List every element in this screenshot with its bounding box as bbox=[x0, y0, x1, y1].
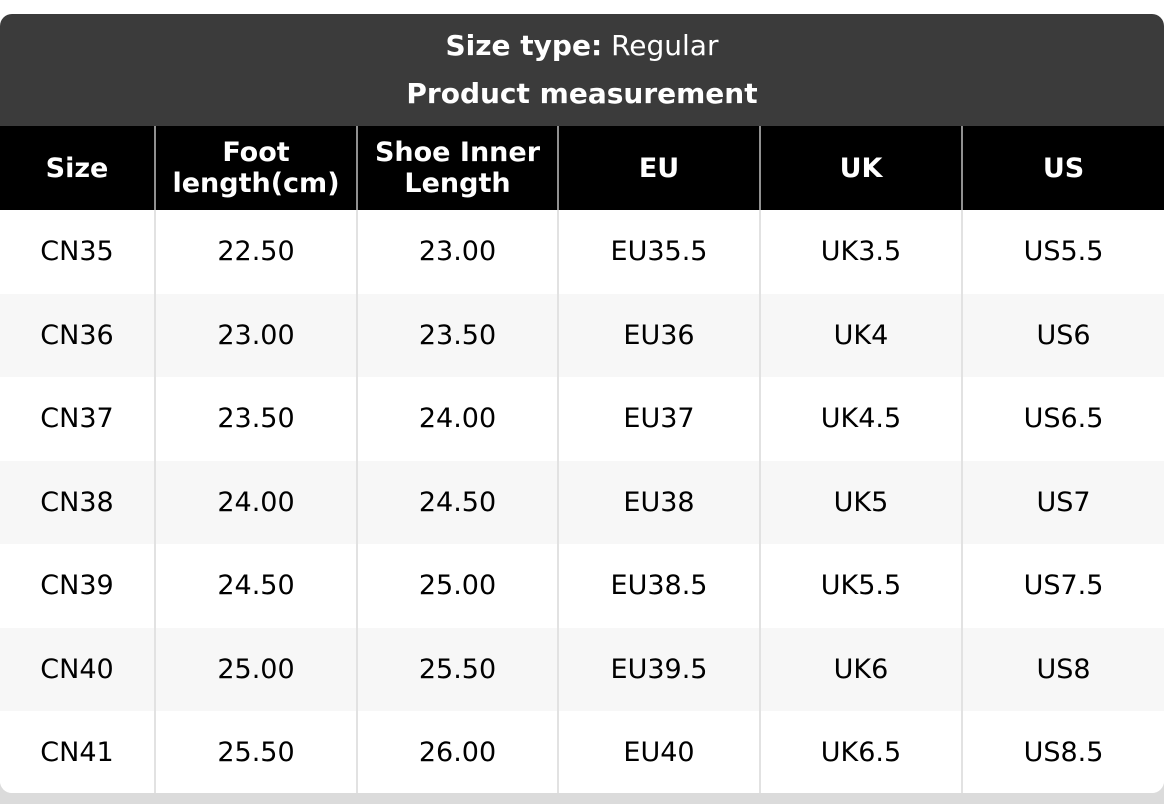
table-cell: US8 bbox=[961, 627, 1164, 711]
table-cell: US8.5 bbox=[961, 711, 1164, 793]
table-cell: US7 bbox=[961, 460, 1164, 544]
table-cell: UK4.5 bbox=[759, 377, 962, 461]
table-cell: CN37 bbox=[0, 377, 155, 461]
table-cell: 24.50 bbox=[356, 460, 558, 544]
table-row: CN39 24.50 25.00 EU38.5 UK5.5 US7.5 bbox=[0, 544, 1164, 628]
table-cell: 23.00 bbox=[356, 210, 558, 294]
column-header-foot-length: Foot length(cm) bbox=[154, 126, 357, 210]
table-row: CN36 23.00 23.50 EU36 UK4 US6 bbox=[0, 293, 1164, 377]
table-cell: US6 bbox=[961, 293, 1164, 377]
table-cell: 22.50 bbox=[154, 210, 357, 294]
table-cell: UK5.5 bbox=[759, 544, 962, 628]
table-cell: 25.50 bbox=[356, 627, 558, 711]
table-cell: 24.00 bbox=[356, 377, 558, 461]
table-cell: CN35 bbox=[0, 210, 155, 294]
table-cell: 24.50 bbox=[154, 544, 357, 628]
table-cell: 23.50 bbox=[356, 293, 558, 377]
table-cell: EU40 bbox=[557, 711, 760, 793]
table-cell: US5.5 bbox=[961, 210, 1164, 294]
table-cell: 25.00 bbox=[356, 544, 558, 628]
table-cell: 23.50 bbox=[154, 377, 357, 461]
size-chart-card: Size type: Regular Product measurement S… bbox=[0, 14, 1164, 793]
table-cell: EU39.5 bbox=[557, 627, 760, 711]
column-header-us: US bbox=[961, 126, 1164, 210]
product-measurement-title: Product measurement bbox=[406, 77, 758, 111]
table-row: CN40 25.00 25.50 EU39.5 UK6 US8 bbox=[0, 627, 1164, 711]
table-cell: EU36 bbox=[557, 293, 760, 377]
table-cell: UK3.5 bbox=[759, 210, 962, 294]
table-cell: UK5 bbox=[759, 460, 962, 544]
column-header-eu: EU bbox=[557, 126, 760, 210]
size-chart-table-head: Size Foot length(cm) Shoe Inner Length E… bbox=[0, 126, 1164, 210]
size-chart-table: Size Foot length(cm) Shoe Inner Length E… bbox=[0, 126, 1164, 793]
table-cell: EU37 bbox=[557, 377, 760, 461]
table-cell: 26.00 bbox=[356, 711, 558, 793]
table-cell: EU38.5 bbox=[557, 544, 760, 628]
table-cell: US7.5 bbox=[961, 544, 1164, 628]
table-cell: EU35.5 bbox=[557, 210, 760, 294]
table-cell: 23.00 bbox=[154, 293, 357, 377]
table-cell: UK4 bbox=[759, 293, 962, 377]
table-cell: CN38 bbox=[0, 460, 155, 544]
table-cell: CN41 bbox=[0, 711, 155, 793]
column-header-uk: UK bbox=[759, 126, 962, 210]
table-cell: UK6.5 bbox=[759, 711, 962, 793]
table-row: CN37 23.50 24.00 EU37 UK4.5 US6.5 bbox=[0, 377, 1164, 461]
size-type-value: Regular bbox=[611, 28, 719, 62]
table-cell: UK6 bbox=[759, 627, 962, 711]
table-cell: 25.00 bbox=[154, 627, 357, 711]
table-cell: CN40 bbox=[0, 627, 155, 711]
column-header-shoe-inner-length: Shoe Inner Length bbox=[356, 126, 558, 210]
size-chart-table-body: CN35 22.50 23.00 EU35.5 UK3.5 US5.5 CN36 23.00 2… bbox=[0, 210, 1164, 793]
size-chart-header: Size type: Regular Product measurement bbox=[0, 14, 1164, 126]
table-row: CN38 24.00 24.50 EU38 UK5 US7 bbox=[0, 460, 1164, 544]
table-cell: CN36 bbox=[0, 293, 155, 377]
table-cell: 25.50 bbox=[154, 711, 357, 793]
table-row: CN35 22.50 23.00 EU35.5 UK3.5 US5.5 bbox=[0, 210, 1164, 294]
size-type-label: Size type: bbox=[445, 28, 603, 62]
column-header-size: Size bbox=[0, 126, 155, 210]
table-cell: CN39 bbox=[0, 544, 155, 628]
table-row: CN41 25.50 26.00 EU40 UK6.5 US8.5 bbox=[0, 711, 1164, 793]
column-header-row: Size Foot length(cm) Shoe Inner Length E… bbox=[0, 126, 1164, 210]
table-cell: 24.00 bbox=[154, 460, 357, 544]
table-cell: US6.5 bbox=[961, 377, 1164, 461]
table-cell: EU38 bbox=[557, 460, 760, 544]
size-type-line: Size type: Regular bbox=[446, 29, 719, 63]
